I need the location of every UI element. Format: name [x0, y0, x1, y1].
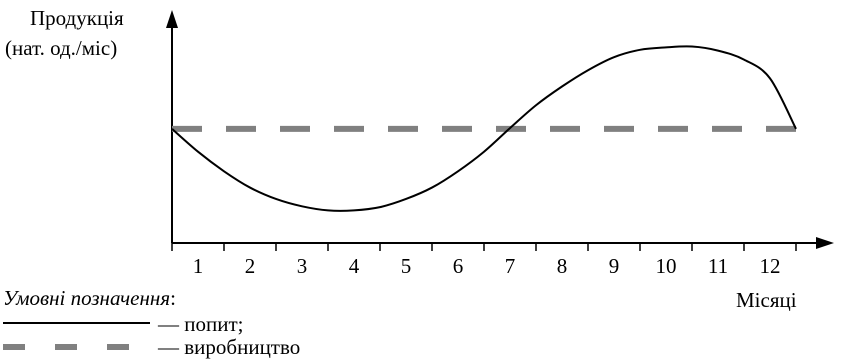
x-tick-label-2: 2	[245, 254, 256, 278]
legend-title: Умовні позначення:	[3, 286, 176, 310]
x-tick-label-9: 9	[609, 254, 620, 278]
x-axis-arrow	[816, 237, 834, 249]
x-tick-label-8: 8	[557, 254, 568, 278]
legend-samples	[3, 322, 150, 350]
x-tick-labels: 1 2 3 4 5 6 7 8 9 10 11 12	[193, 254, 781, 278]
x-tick-label-11: 11	[708, 254, 728, 278]
x-tick-label-7: 7	[505, 254, 516, 278]
x-axis-label: Місяці	[736, 288, 797, 312]
x-tick-label-5: 5	[401, 254, 412, 278]
x-tick-label-10: 10	[656, 254, 677, 278]
x-tick-label-12: 12	[760, 254, 781, 278]
legend-title-colon: :	[170, 286, 176, 310]
x-tick-label-3: 3	[297, 254, 308, 278]
x-tick-label-6: 6	[453, 254, 464, 278]
y-axis-label-line1: Продукція	[30, 6, 124, 30]
series-demand-line	[171, 45, 797, 212]
legend-production-label: — виробництво	[158, 335, 301, 359]
x-ticks	[171, 243, 797, 251]
x-tick-label-1: 1	[193, 254, 204, 278]
legend-title-text: Умовні позначення	[3, 286, 171, 310]
legend-demand-label: — попит;	[158, 312, 244, 336]
x-tick-label-4: 4	[349, 254, 360, 278]
y-axis-arrow	[166, 10, 178, 28]
y-axis-label-line2: (нат. од./міс)	[5, 36, 118, 60]
axes	[166, 10, 834, 249]
